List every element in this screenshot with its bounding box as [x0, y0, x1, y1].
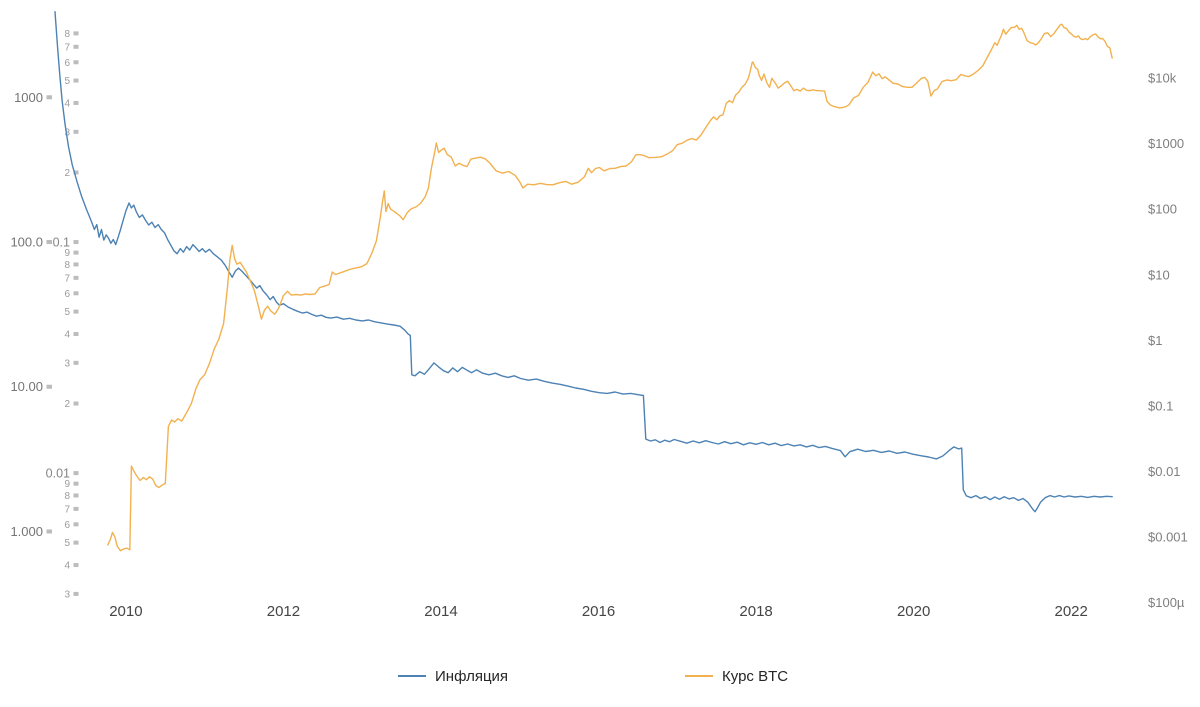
y-axis-left-outer-tick-label: 10.00: [10, 379, 43, 394]
y-axis-left-inner-tick-mark: [73, 44, 79, 49]
y-axis-left-inner-tick-label: 4: [64, 329, 70, 340]
y-axis-left-inner-tick-mark: [73, 60, 79, 65]
y-axis-left-outer-tick-mark: [46, 95, 52, 100]
y-axis-left-inner-tick-mark: [73, 275, 79, 280]
y-axis-left-inner-tick-mark: [73, 481, 79, 486]
y-axis-left-outer-tick-label: 1000: [14, 90, 43, 105]
y-axis-right-tick-label: $10: [1148, 267, 1170, 282]
y-axis-left-inner-tick-mark: [73, 78, 79, 83]
y-axis-right-tick-label: $0.01: [1148, 464, 1181, 479]
y-axis-right-tick-label: $1000: [1148, 136, 1184, 151]
y-axis-left-inner-tick-mark: [73, 522, 79, 527]
x-axis-tick-label: 2010: [109, 603, 142, 620]
x-axis-tick-label: 2022: [1055, 603, 1088, 620]
series-line-btc-price: [107, 23, 1113, 552]
legend-swatch-1: [685, 675, 713, 677]
y-axis-left-inner-tick-label: 7: [64, 42, 70, 53]
x-axis-tick-label: 2012: [267, 603, 300, 620]
y-axis-left-inner-tick-label: 0.01: [46, 467, 70, 481]
y-axis-left-inner-tick-label: 2: [64, 399, 70, 410]
y-axis-left-inner-tick-label: 6: [64, 289, 70, 300]
y-axis-left-inner-tick-mark: [73, 31, 79, 36]
y-axis-left-inner-tick-label: 6: [64, 520, 70, 531]
y-axis-left-inner-tick-mark: [73, 262, 79, 267]
y-axis-right-tick-label: $1: [1148, 333, 1162, 348]
y-axis-left-inner-tick-mark: [73, 360, 79, 365]
y-axis-left-inner-tick-label: 4: [64, 561, 70, 572]
y-axis-left-inner-tick-mark: [73, 250, 79, 255]
y-axis-left-inner-tick-label: 9: [64, 248, 70, 259]
y-axis-left-inner-tick-mark: [73, 563, 79, 568]
y-axis-left-inner-tick-mark: [73, 540, 79, 545]
y-axis-left-inner-tick-label: 7: [64, 273, 70, 284]
y-axis-right-tick-label: $100: [1148, 202, 1177, 217]
x-axis-tick-label: 2020: [897, 603, 930, 620]
y-axis-left-inner-tick-label: 5: [64, 307, 70, 318]
y-axis-left-inner-tick-mark: [73, 129, 79, 134]
y-axis-left-inner-tick-label: 8: [64, 260, 70, 271]
y-axis-left-inner-tick-mark: [73, 170, 79, 175]
legend-label-inflation: Инфляция: [435, 667, 509, 685]
y-axis-right-tick-label: $10k: [1148, 70, 1177, 85]
x-axis-tick-label: 2016: [582, 603, 615, 620]
y-axis-left-inner-tick-label: 9: [64, 479, 70, 490]
y-axis-left-outer-tick-label: 1.000: [10, 524, 43, 539]
y-axis-left-inner-tick-mark: [73, 240, 79, 245]
y-axis-left-outer-tick-mark: [46, 384, 52, 389]
y-axis-left-outer-tick-mark: [46, 240, 52, 245]
legend-item-btc-price[interactable]: Курс BTC: [685, 667, 788, 685]
y-axis-left-inner-tick-label: 2: [64, 168, 70, 179]
y-axis-left-inner-tick-label: 8: [64, 29, 70, 40]
legend-item-inflation[interactable]: Инфляция: [398, 667, 508, 685]
x-axis-tick-label: 2018: [739, 603, 772, 620]
y-axis-left-inner-tick-label: 3: [64, 358, 70, 369]
y-axis-left-inner-tick-mark: [73, 493, 79, 498]
y-axis-left-inner-tick-mark: [73, 309, 79, 314]
y-axis-left-inner-tick-label: 3: [64, 589, 70, 600]
y-axis-left-inner-tick-mark: [73, 331, 79, 336]
y-axis-left-inner-tick-mark: [73, 100, 79, 105]
y-axis-left-inner-tick-mark: [73, 506, 79, 511]
y-axis-left-inner-tick-label: 3: [64, 127, 70, 138]
legend-label-btc-price: Курс BTC: [722, 667, 789, 685]
y-axis-left-inner-tick-label: 7: [64, 504, 70, 515]
y-axis-left-inner-tick-mark: [73, 291, 79, 296]
y-axis-left-inner-tick-label: 5: [64, 538, 70, 549]
y-axis-left-inner-tick-mark: [73, 591, 79, 596]
y-axis-left-inner-tick-label: 8: [64, 491, 70, 502]
y-axis-left-outer-tick-mark: [46, 529, 52, 534]
y-axis-right-tick-label: $100µ: [1148, 595, 1185, 610]
series-line-inflation: [54, 11, 1113, 513]
y-axis-left-inner-tick-label: 6: [64, 58, 70, 69]
y-axis-right-tick-label: $0.1: [1148, 398, 1173, 413]
y-axis-left-inner-tick-label: 4: [64, 98, 70, 109]
y-axis-left-inner-tick-label: 0.1: [53, 236, 70, 250]
x-axis-tick-label: 2014: [424, 603, 457, 620]
y-axis-left-outer-tick-label: 100.0: [10, 235, 43, 250]
y-axis-left-inner-tick-label: 5: [64, 76, 70, 87]
y-axis-left-inner-tick-mark: [73, 401, 79, 406]
legend-swatch-0: [398, 675, 426, 677]
y-axis-left-inner-tick-mark: [73, 471, 79, 476]
y-axis-right-tick-label: $0.001: [1148, 530, 1188, 545]
